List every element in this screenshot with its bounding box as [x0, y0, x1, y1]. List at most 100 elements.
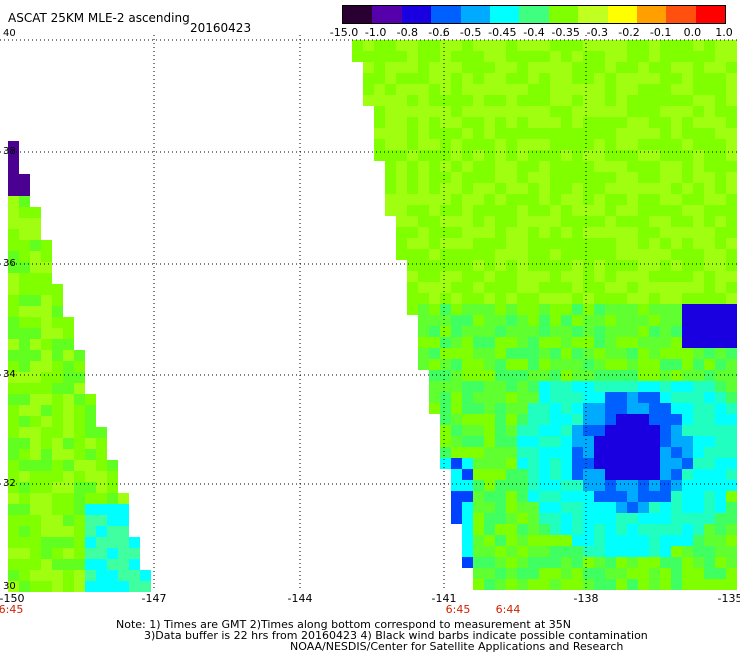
swath-cell — [682, 436, 693, 447]
swath-cell — [616, 84, 627, 95]
swath-cell — [550, 436, 561, 447]
swath-cell — [583, 150, 594, 161]
swath-cell — [539, 216, 550, 227]
swath-cell — [572, 106, 583, 117]
swath-cell — [484, 513, 495, 524]
swath-cell — [517, 249, 528, 260]
swath-cell — [616, 238, 627, 249]
swath-cell — [495, 326, 506, 337]
swath-cell — [506, 546, 517, 557]
swath-cell — [649, 194, 660, 205]
swath-cell — [484, 194, 495, 205]
swath-cell — [605, 117, 616, 128]
swath-cell — [715, 524, 726, 535]
colorbar-segment — [695, 6, 726, 23]
swath-cell — [616, 491, 627, 502]
swath-cell — [517, 216, 528, 227]
swath-cell — [429, 106, 440, 117]
swath-cell — [561, 194, 572, 205]
swath-cell — [638, 502, 649, 513]
swath-cell — [440, 150, 451, 161]
swath-cell — [495, 40, 506, 51]
swath-cell — [594, 535, 605, 546]
swath-cell — [41, 493, 52, 504]
swath-cell — [715, 194, 726, 205]
swath-cell — [462, 469, 473, 480]
swath-cell — [671, 95, 682, 106]
swath-cell — [129, 559, 140, 570]
swath-cell — [649, 161, 660, 172]
swath-cell — [52, 350, 63, 361]
swath-cell — [671, 381, 682, 392]
swath-cell — [704, 480, 715, 491]
swath-cell — [107, 570, 118, 581]
swath-cell — [715, 161, 726, 172]
swath-cell — [649, 128, 660, 139]
swath-cell — [638, 150, 649, 161]
swath-cell — [660, 414, 671, 425]
swath-cell — [627, 249, 638, 260]
swath-cell — [429, 194, 440, 205]
swath-cell — [715, 480, 726, 491]
swath-cell — [506, 458, 517, 469]
swath-cell — [484, 414, 495, 425]
swath-cell — [682, 403, 693, 414]
swath-cell — [704, 227, 715, 238]
swath-cell — [594, 238, 605, 249]
swath-cell — [671, 150, 682, 161]
swath-cell — [638, 568, 649, 579]
swath-cell — [396, 227, 407, 238]
swath-cell — [528, 293, 539, 304]
swath-cell — [594, 557, 605, 568]
swath-cell — [583, 227, 594, 238]
swath-cell — [539, 282, 550, 293]
swath-cell — [517, 238, 528, 249]
swath-cell — [594, 568, 605, 579]
swath-cell — [539, 414, 550, 425]
swath-cell — [550, 304, 561, 315]
swath-cell — [473, 447, 484, 458]
swath-cell — [484, 579, 495, 590]
swath-cell — [649, 524, 660, 535]
swath-cell — [30, 350, 41, 361]
swath-cell — [495, 84, 506, 95]
swath-cell — [627, 194, 638, 205]
swath-cell — [407, 249, 418, 260]
swath-cell — [30, 372, 41, 383]
swath-cell — [726, 216, 737, 227]
swath-cell — [495, 216, 506, 227]
swath-cell — [484, 128, 495, 139]
swath-cell — [561, 106, 572, 117]
swath-cell — [671, 513, 682, 524]
swath-cell — [594, 183, 605, 194]
swath-cell — [726, 546, 737, 557]
swath-cell — [517, 260, 528, 271]
swath-cell — [671, 249, 682, 260]
swath-cell — [638, 304, 649, 315]
swath-cell — [616, 216, 627, 227]
swath-cell — [693, 40, 704, 51]
note-line-3: NOAA/NESDIS/Center for Satellite Applica… — [290, 640, 624, 653]
swath-cell — [63, 482, 74, 493]
swath-cell — [385, 106, 396, 117]
swath-cell — [462, 249, 473, 260]
swath-cell — [638, 161, 649, 172]
swath-cell — [52, 471, 63, 482]
swath-cell — [528, 546, 539, 557]
swath-cell — [638, 392, 649, 403]
swath-cell — [715, 227, 726, 238]
swath-cell — [627, 73, 638, 84]
swath-cell — [30, 427, 41, 438]
swath-cell — [19, 427, 30, 438]
swath-cell — [627, 546, 638, 557]
swath-cell — [528, 381, 539, 392]
swath-cell — [407, 293, 418, 304]
swath-cell — [52, 339, 63, 350]
swath-cell — [41, 339, 52, 350]
swath-cell — [682, 282, 693, 293]
swath-cell — [572, 73, 583, 84]
swath-cell — [726, 282, 737, 293]
swath-cell — [41, 526, 52, 537]
swath-cell — [561, 249, 572, 260]
swath-cell — [440, 238, 451, 249]
